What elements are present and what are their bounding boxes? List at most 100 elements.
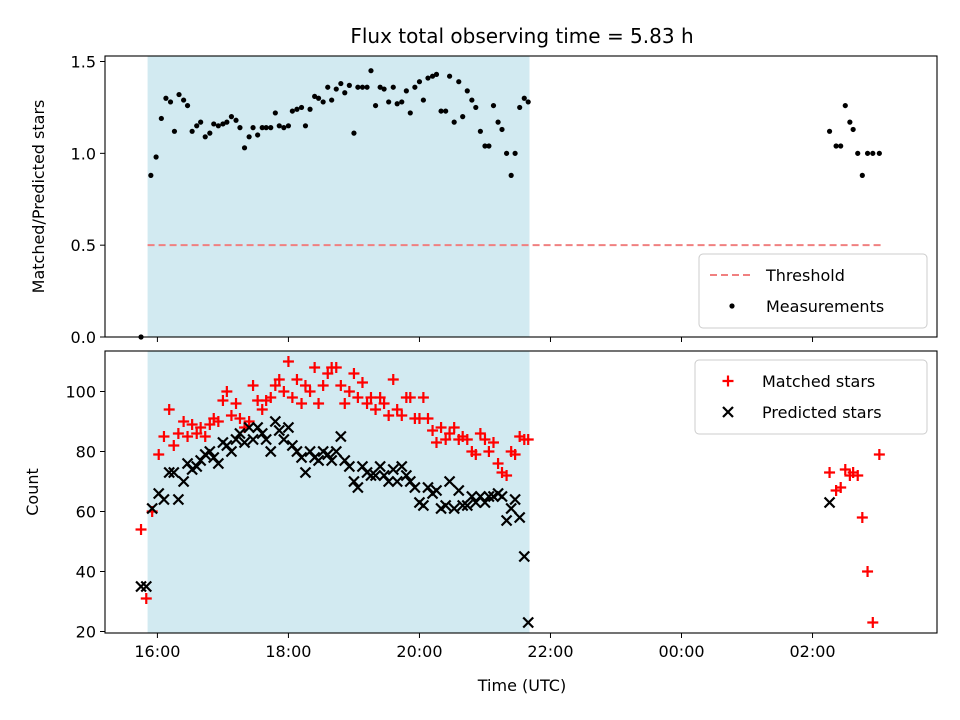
data-point xyxy=(862,566,874,577)
data-point xyxy=(220,121,226,127)
data-point xyxy=(243,421,255,434)
data-point xyxy=(482,143,488,149)
data-point xyxy=(403,88,409,94)
x-tick-label: 18:00 xyxy=(265,642,311,661)
data-point xyxy=(464,88,470,94)
data-point xyxy=(390,84,396,90)
data-point xyxy=(496,490,508,503)
data-point xyxy=(430,437,442,448)
data-point xyxy=(870,150,876,156)
data-point xyxy=(835,482,847,493)
data-point xyxy=(864,150,871,156)
data-point xyxy=(386,99,392,105)
data-point xyxy=(383,410,395,421)
data-point xyxy=(395,460,408,473)
x-tick-label: 00:00 xyxy=(658,642,704,661)
data-point xyxy=(282,356,294,367)
data-point xyxy=(294,106,300,112)
data-point xyxy=(269,380,281,391)
data-point xyxy=(194,123,200,129)
data-point xyxy=(148,172,154,178)
legend: Matched stars Predicted stars xyxy=(694,359,928,435)
data-point xyxy=(429,73,436,79)
data-point xyxy=(407,110,413,116)
data-point xyxy=(313,398,325,409)
data-point xyxy=(483,446,495,457)
y-tick-label: 0.5 xyxy=(71,236,96,255)
data-point xyxy=(163,404,175,415)
data-point xyxy=(167,99,174,105)
data-point xyxy=(466,490,478,503)
legend-swatch xyxy=(722,375,734,387)
data-point xyxy=(856,512,868,523)
data-point xyxy=(302,123,309,129)
data-point xyxy=(500,514,513,527)
data-point xyxy=(522,434,534,445)
data-point xyxy=(855,150,861,156)
data-point xyxy=(387,374,399,385)
data-point xyxy=(282,421,295,434)
data-point xyxy=(320,99,326,105)
data-point xyxy=(178,416,190,427)
data-point xyxy=(440,434,452,445)
data-point xyxy=(215,123,221,129)
data-point xyxy=(847,119,853,125)
data-point xyxy=(400,469,413,482)
data-point xyxy=(435,422,447,433)
data-point xyxy=(422,413,434,424)
data-point xyxy=(479,434,491,445)
data-point xyxy=(333,86,339,92)
data-point xyxy=(382,475,395,488)
data-point xyxy=(443,108,449,114)
data-point xyxy=(381,86,387,92)
data-point xyxy=(269,415,282,428)
data-point xyxy=(329,97,335,103)
data-point xyxy=(483,490,495,503)
data-point xyxy=(217,395,229,406)
y-axis-label: Count xyxy=(23,468,42,516)
data-point xyxy=(417,392,429,403)
data-point xyxy=(330,362,342,373)
x-tick-label: 16:00 xyxy=(134,642,180,661)
data-point xyxy=(487,437,499,448)
data-point xyxy=(285,123,292,129)
data-point xyxy=(221,386,233,397)
data-point xyxy=(374,460,386,473)
data-point xyxy=(833,143,839,149)
data-point xyxy=(368,68,374,74)
data-point xyxy=(246,134,252,140)
data-point xyxy=(348,368,360,379)
data-point xyxy=(346,82,352,88)
data-point xyxy=(433,71,440,77)
data-point xyxy=(474,428,486,439)
data-point xyxy=(370,404,382,415)
data-point xyxy=(355,84,361,90)
data-point xyxy=(416,79,423,85)
data-point xyxy=(158,115,164,122)
data-point xyxy=(153,449,165,460)
data-point xyxy=(404,392,416,403)
observing-window-band xyxy=(147,56,530,337)
legend-label: Matched stars xyxy=(762,372,875,391)
data-point xyxy=(259,125,265,131)
data-point xyxy=(268,125,274,131)
data-point xyxy=(304,386,316,397)
data-point xyxy=(461,499,474,512)
data-point xyxy=(452,484,465,497)
ratio-panel: 0.0 0.5 1.0 1.5 Matched/Predicted stars Thres… xyxy=(29,53,938,347)
legend-box xyxy=(694,359,928,435)
data-point xyxy=(839,464,851,475)
data-point xyxy=(427,425,439,436)
data-point xyxy=(430,484,443,497)
data-point xyxy=(234,427,246,440)
legend-label: Measurements xyxy=(766,297,884,316)
data-point xyxy=(444,428,456,439)
data-point xyxy=(451,119,457,125)
x-axis-label: Time (UTC) xyxy=(477,676,566,695)
data-point xyxy=(315,95,322,101)
data-point xyxy=(518,550,531,563)
data-point xyxy=(207,130,213,136)
data-point xyxy=(361,398,373,409)
data-point xyxy=(439,499,452,512)
plot-frame xyxy=(104,55,938,338)
